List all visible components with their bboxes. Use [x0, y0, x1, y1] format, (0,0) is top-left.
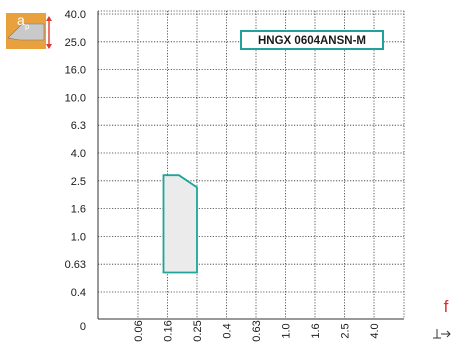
x-tick-label: 4.0	[369, 323, 381, 338]
y-tick-label: 1.0	[71, 231, 86, 243]
y-tick-label: 10.0	[65, 92, 86, 104]
series-legend: HNGX 0604ANSN-M	[240, 30, 384, 50]
y-tick-labels: 40.0 25.0 16.0 10.0 6.3 4.0 2.5 1.6 1.0 0.63 0.4 0	[65, 9, 86, 333]
ap-arrowhead-top-icon	[46, 16, 52, 21]
region-layer	[162, 174, 198, 274]
x-tick-label: 0.25	[192, 320, 204, 341]
y-tick-label: 0.4	[71, 287, 86, 299]
y-tick-label: 25.0	[65, 37, 86, 49]
x-tick-label: 0.06	[133, 320, 145, 341]
grid-layer	[98, 11, 404, 319]
y-tick-label: 1.6	[71, 204, 86, 216]
ap-label: a	[17, 12, 25, 28]
x-tick-label: 1.6	[310, 323, 322, 338]
legend-box	[240, 30, 384, 50]
y-tick-label: 40.0	[65, 9, 86, 21]
x-tick-label: 0.63	[251, 320, 263, 341]
legend-series-name: HNGX 0604ANSN-M	[258, 35, 366, 47]
feed-label-group: f	[433, 297, 451, 339]
y-tick-label: 6.3	[71, 120, 86, 132]
y-tick-label: 16.0	[65, 65, 86, 77]
x-tick-label: 0.4	[222, 323, 234, 338]
y-tick-label: 0	[80, 321, 86, 333]
x-tick-labels: 0.06 0.16 0.25 0.4 0.63 1.0 1.6 2.5 4.0	[133, 320, 381, 341]
y-tick-label: 0.63	[65, 259, 86, 271]
feed-direction-icon	[433, 329, 451, 339]
depth-of-cut-icon: a p	[6, 12, 52, 49]
insert-shape-icon	[7, 23, 45, 41]
x-tick-label: 2.5	[340, 323, 352, 338]
x-tick-label: 1.0	[281, 323, 293, 338]
x-tick-label: 0.16	[163, 320, 175, 341]
axis-layer	[97, 10, 405, 320]
application-area-region	[162, 174, 198, 274]
feed-label: f	[444, 297, 449, 316]
y-tick-label: 4.0	[71, 148, 86, 160]
ap-arrowhead-bottom-icon	[46, 44, 52, 49]
ap-label-subscript: p	[25, 22, 30, 31]
y-tick-label: 2.5	[71, 176, 86, 188]
